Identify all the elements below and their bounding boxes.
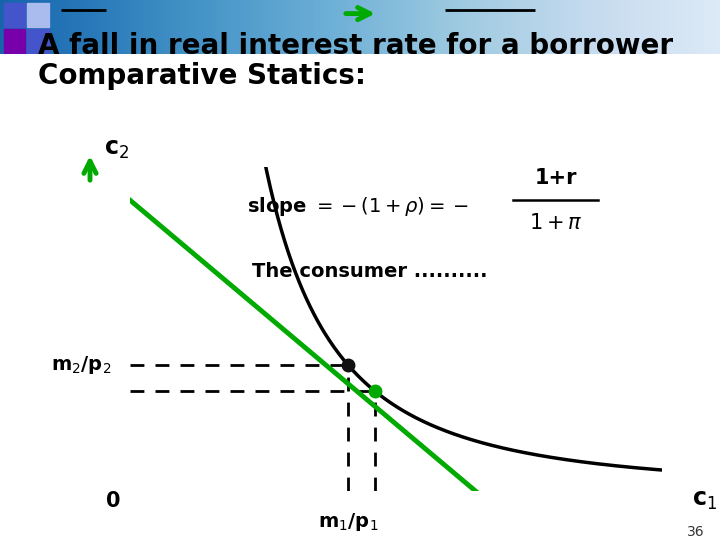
Bar [4,3,25,27]
Text: 0: 0 [107,491,121,511]
Bar [27,3,49,27]
Text: The consumer ..........: The consumer .......... [252,261,487,281]
Text: m$_1$/p$_1$: m$_1$/p$_1$ [318,511,378,533]
Text: c$_1$: c$_1$ [692,488,717,511]
Text: Comparative Statics:: Comparative Statics: [38,62,366,90]
Text: c$_2$: c$_2$ [104,137,129,161]
Text: slope $= -(1+\rho) = -$: slope $= -(1+\rho) = -$ [247,195,468,218]
Text: m$_2$/p$_2$: m$_2$/p$_2$ [50,354,111,376]
Text: 1+r: 1+r [534,168,577,188]
Bar [4,29,25,53]
Text: 36: 36 [688,525,705,539]
Text: $1+\pi$: $1+\pi$ [529,213,582,233]
Bar [27,29,49,53]
Text: A fall in real interest rate for a borrower: A fall in real interest rate for a borro… [38,32,673,60]
